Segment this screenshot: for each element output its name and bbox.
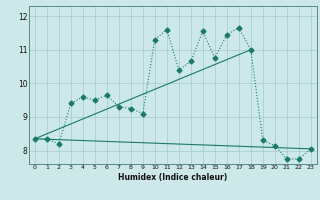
X-axis label: Humidex (Indice chaleur): Humidex (Indice chaleur) bbox=[118, 173, 228, 182]
